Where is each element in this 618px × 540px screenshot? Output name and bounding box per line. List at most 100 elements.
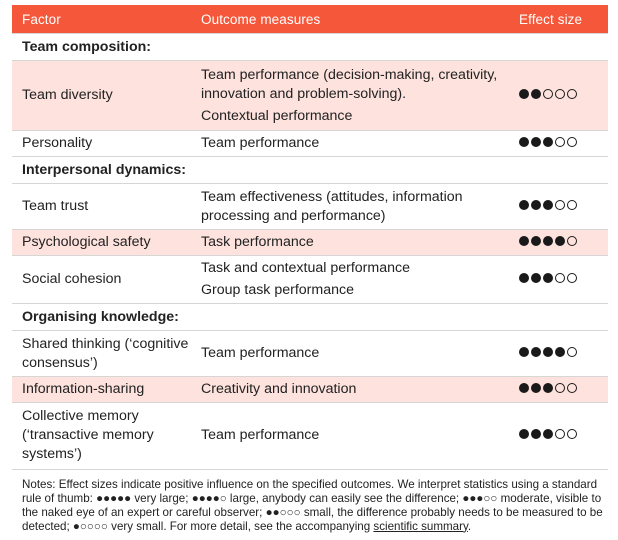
outcome-cell: Team performance <box>191 330 519 377</box>
factor-cell: Collective memory (‘transactive memory s… <box>12 402 191 469</box>
outcome-measure: Task and contextual performance <box>201 260 410 276</box>
filled-dot-icon <box>519 236 529 246</box>
empty-dot-icon <box>567 200 577 210</box>
filled-dot-icon <box>543 200 553 210</box>
filled-dot-icon <box>543 236 553 246</box>
outcome-cell: Creativity and innovation <box>191 376 519 403</box>
filled-dot-icon <box>519 383 529 393</box>
empty-dot-icon <box>567 383 577 393</box>
notes-end: . <box>467 519 472 533</box>
section-title: Interpersonal dynamics: <box>12 156 608 184</box>
empty-dot-icon <box>555 200 565 210</box>
outcome-cell: Team performance (decision-making, creat… <box>191 60 519 131</box>
filled-dot-icon <box>543 429 553 440</box>
filled-dot-icon <box>531 273 541 283</box>
section-row: Team composition: <box>12 33 608 61</box>
table-header-row: Factor Outcome measures Effect size <box>12 5 608 34</box>
section-title: Team composition: <box>12 33 608 61</box>
outcome-measure: Team performance <box>201 345 320 361</box>
outcome-measure: Team performance <box>201 135 320 151</box>
empty-dot-icon <box>555 89 565 99</box>
table-row: Team diversity Team performance (decision… <box>12 60 608 131</box>
table-row: Psychological safety Task performance <box>12 229 608 256</box>
empty-dot-icon <box>555 273 565 283</box>
factor-cell: Team trust <box>12 183 191 230</box>
effect-size-rating <box>519 200 577 210</box>
scientific-summary-link[interactable]: scientific summary <box>373 519 468 533</box>
filled-dot-icon <box>519 273 529 283</box>
effect-size-cell <box>519 255 608 304</box>
outcome-measure: Task performance <box>201 234 314 250</box>
factor-cell: Psychological safety <box>12 229 191 256</box>
factor-cell: Team diversity <box>12 60 191 131</box>
filled-dot-icon <box>555 236 565 246</box>
outcome-measure: Team performance <box>201 427 320 444</box>
effect-size-cell <box>519 130 608 157</box>
empty-dot-icon <box>567 236 577 246</box>
filled-dot-icon <box>543 273 553 283</box>
outcome-measure: Team performance (decision-making, creat… <box>201 66 498 102</box>
filled-dot-icon <box>519 89 529 99</box>
filled-dot-icon <box>543 383 553 393</box>
header-factor: Factor <box>12 5 191 34</box>
evidence-table-container: Factor Outcome measures Effect size Team… <box>12 5 608 534</box>
notes-text: Notes: Effect sizes indicate positive in… <box>22 477 603 533</box>
effect-size-cell <box>519 60 608 131</box>
outcome-cell: Team effectiveness (attitudes, informati… <box>191 183 519 230</box>
section-title: Organising knowledge: <box>12 303 608 331</box>
effect-size-rating <box>519 137 577 147</box>
empty-dot-icon <box>567 347 577 357</box>
effect-size-rating <box>519 347 577 357</box>
effect-size-rating <box>519 383 577 393</box>
outcome-measure: Contextual performance <box>201 107 353 124</box>
factor-cell: Information-sharing <box>12 376 191 403</box>
filled-dot-icon <box>519 429 529 440</box>
table-row: Team trust Team effectiveness (attitudes,… <box>12 183 608 230</box>
effect-size-rating <box>519 273 577 283</box>
table-row: Social cohesion Task and contextual perfo… <box>12 255 608 304</box>
empty-dot-icon <box>555 137 565 147</box>
outcome-measure: Creativity and innovation <box>201 381 357 397</box>
empty-dot-icon <box>555 383 565 393</box>
table-notes: Notes: Effect sizes indicate positive in… <box>12 468 608 534</box>
outcome-measure: Team effectiveness (attitudes, informati… <box>201 188 463 224</box>
empty-dot-icon <box>567 137 577 147</box>
filled-dot-icon <box>531 200 541 210</box>
evidence-table: Factor Outcome measures Effect size Team… <box>12 5 608 469</box>
filled-dot-icon <box>543 347 553 357</box>
empty-dot-icon <box>543 89 553 99</box>
filled-dot-icon <box>531 429 541 440</box>
empty-dot-icon <box>555 429 565 440</box>
filled-dot-icon <box>531 89 541 99</box>
filled-dot-icon <box>555 347 565 357</box>
empty-dot-icon <box>567 89 577 99</box>
table-row: Personality Team performance <box>12 130 608 157</box>
empty-dot-icon <box>567 273 577 283</box>
filled-dot-icon <box>531 137 541 147</box>
filled-dot-icon <box>531 236 541 246</box>
table-row: Shared thinking (‘cognitive consensus’) T… <box>12 330 608 377</box>
effect-size-rating <box>519 89 577 99</box>
effect-size-cell <box>519 229 608 256</box>
section-row: Organising knowledge: <box>12 303 608 331</box>
section-row: Interpersonal dynamics: <box>12 156 608 184</box>
table-body: Team composition: Team diversity Team perf… <box>12 33 608 469</box>
effect-size-cell <box>519 376 608 403</box>
header-outcome-measures: Outcome measures <box>191 5 519 34</box>
filled-dot-icon <box>519 200 529 210</box>
filled-dot-icon <box>531 347 541 357</box>
filled-dot-icon <box>519 137 529 147</box>
effect-size-cell <box>519 183 608 230</box>
effect-size-rating <box>519 429 577 440</box>
outcome-cell: Team performance <box>191 130 519 157</box>
filled-dot-icon <box>531 383 541 393</box>
outcome-cell: Task performance <box>191 229 519 256</box>
outcome-measure: Group task performance <box>201 282 354 298</box>
filled-dot-icon <box>519 347 529 357</box>
table-row: Collective memory (‘transactive memory s… <box>12 402 608 469</box>
effect-size-rating <box>519 236 577 246</box>
table-row: Information-sharing Creativity and innova… <box>12 376 608 403</box>
empty-dot-icon <box>567 429 577 440</box>
header-effect-size: Effect size <box>519 5 608 34</box>
filled-dot-icon <box>543 137 553 147</box>
